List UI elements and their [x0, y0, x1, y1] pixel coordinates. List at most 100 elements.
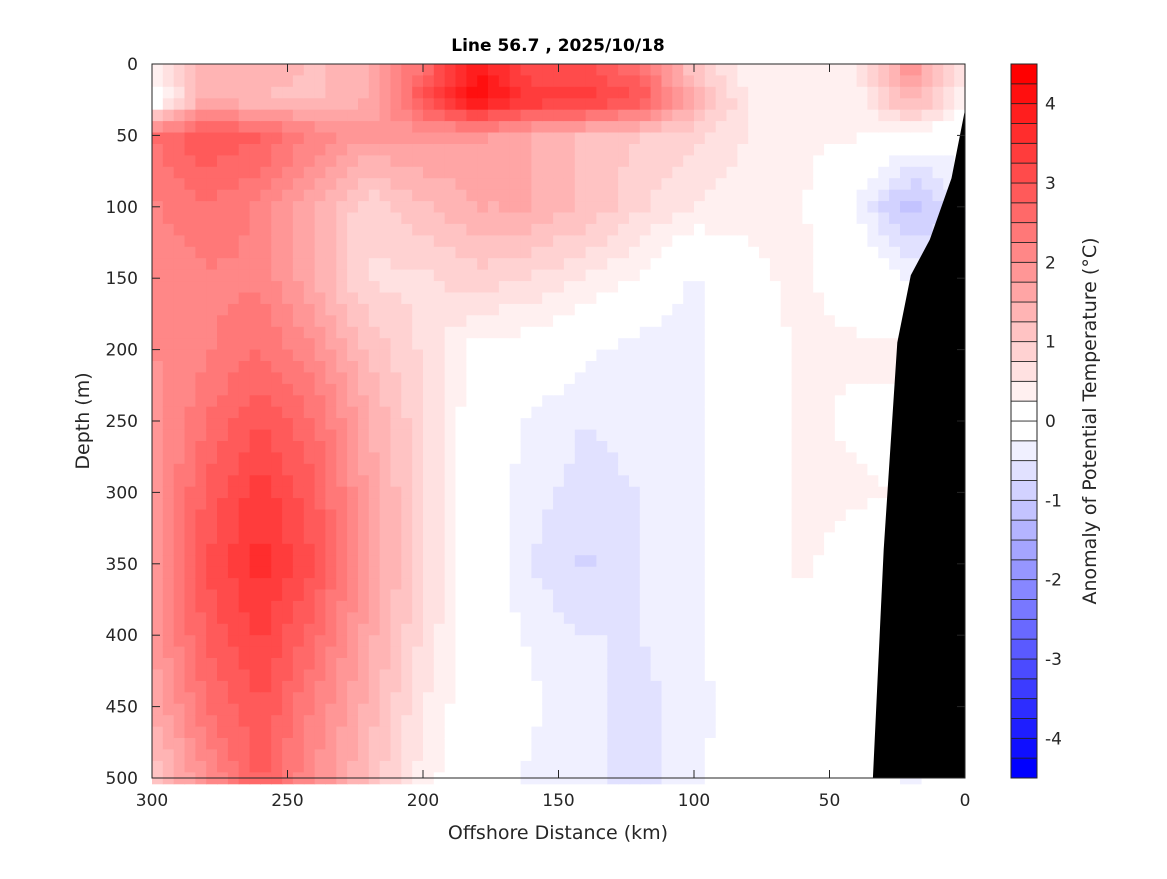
heatmap-cell: [466, 612, 478, 625]
heatmap-cell: [444, 75, 457, 88]
heatmap-cell: [358, 223, 370, 236]
heatmap-cell: [152, 612, 164, 625]
heatmap-cell: [520, 395, 532, 408]
heatmap-cell: [477, 760, 489, 773]
heatmap-cell: [769, 189, 782, 202]
heatmap-cell: [173, 201, 186, 214]
heatmap-cell: [314, 532, 326, 545]
heatmap-cell: [390, 738, 402, 750]
heatmap-cell: [607, 703, 619, 716]
heatmap-cell: [618, 372, 630, 385]
heatmap-cell: [683, 658, 695, 670]
heatmap-cell: [531, 223, 543, 236]
heatmap-cell: [726, 269, 738, 282]
heatmap-cell: [455, 178, 467, 191]
heatmap-cell: [227, 589, 240, 602]
heatmap-cell: [238, 349, 251, 362]
heatmap-cell: [325, 738, 337, 750]
heatmap-cell: [206, 361, 218, 373]
heatmap-cell: [791, 326, 803, 339]
heatmap-cell: [488, 692, 500, 705]
heatmap-cell: [824, 692, 836, 705]
heatmap-cell: [813, 760, 825, 773]
heatmap-cell: [618, 646, 630, 659]
heatmap-cell: [347, 441, 359, 453]
heatmap-cell: [520, 361, 532, 373]
heatmap-cell: [661, 589, 673, 602]
heatmap-cell: [856, 452, 868, 465]
heatmap-cell: [672, 326, 684, 339]
heatmap-cell: [303, 109, 316, 122]
heatmap-cell: [661, 441, 673, 453]
heatmap-cell: [217, 326, 229, 339]
heatmap-cell: [412, 555, 424, 568]
heatmap-cell: [769, 600, 782, 613]
heatmap-cell: [390, 372, 402, 385]
heatmap-cell: [433, 715, 446, 728]
heatmap-cell: [509, 760, 522, 773]
heatmap-cell: [791, 75, 803, 88]
heatmap-cell: [488, 680, 500, 693]
heatmap-cell: [672, 98, 684, 111]
heatmap-cell: [596, 395, 608, 408]
heatmap-cell: [715, 303, 728, 316]
heatmap-cell: [618, 509, 630, 522]
heatmap-cell: [314, 64, 326, 76]
heatmap-cell: [347, 281, 359, 294]
heatmap-cell: [813, 303, 825, 316]
heatmap-cell: [563, 658, 576, 670]
heatmap-cell: [444, 429, 457, 442]
heatmap-cell: [227, 680, 240, 693]
heatmap-cell: [910, 98, 923, 111]
heatmap-cell: [889, 64, 901, 76]
heatmap-cell: [282, 441, 294, 453]
heatmap-cell: [368, 600, 381, 613]
heatmap-cell: [282, 738, 294, 750]
heatmap-cell: [780, 658, 793, 670]
heatmap-cell: [629, 338, 641, 351]
heatmap-cell: [813, 498, 825, 511]
heatmap-cell: [152, 646, 164, 659]
heatmap-cell: [325, 623, 337, 636]
heatmap-cell: [683, 532, 695, 545]
heatmap-cell: [607, 75, 619, 88]
heatmap-cell: [433, 658, 446, 670]
heatmap-cell: [574, 692, 587, 705]
heatmap-cell: [379, 715, 391, 728]
heatmap-cell: [260, 315, 272, 328]
heatmap-cell: [455, 98, 467, 111]
heatmap-cell: [173, 303, 186, 316]
heatmap-cell: [672, 406, 684, 419]
heatmap-cell: [249, 692, 261, 705]
heatmap-cell: [217, 235, 229, 248]
heatmap-cell: [282, 463, 294, 476]
heatmap-cell: [358, 64, 370, 76]
heatmap-cell: [618, 406, 630, 419]
heatmap-cell: [314, 212, 326, 225]
heatmap-cell: [152, 144, 164, 156]
heatmap-cell: [607, 109, 619, 122]
heatmap-cell: [672, 292, 684, 305]
heatmap-cell: [715, 658, 728, 670]
heatmap-cell: [650, 201, 662, 214]
heatmap-cell: [531, 589, 543, 602]
heatmap-cell: [488, 281, 500, 294]
heatmap-cell: [184, 98, 196, 111]
heatmap-cell: [423, 98, 435, 111]
heatmap-cell: [325, 155, 337, 168]
heatmap-cell: [152, 452, 164, 465]
heatmap-cell: [563, 338, 576, 351]
heatmap-cell: [162, 406, 175, 419]
heatmap-cell: [737, 429, 749, 442]
heatmap-cell: [780, 109, 793, 122]
heatmap-cell: [737, 383, 749, 396]
heatmap-cell: [553, 189, 565, 202]
heatmap-cell: [358, 532, 370, 545]
heatmap-cell: [585, 281, 597, 294]
heatmap-cell: [455, 703, 467, 716]
colorbar-bin: [1010, 559, 1038, 580]
heatmap-cell: [260, 292, 272, 305]
heatmap-cell: [629, 383, 641, 396]
heatmap-cell: [780, 349, 793, 362]
heatmap-cell: [173, 429, 186, 442]
